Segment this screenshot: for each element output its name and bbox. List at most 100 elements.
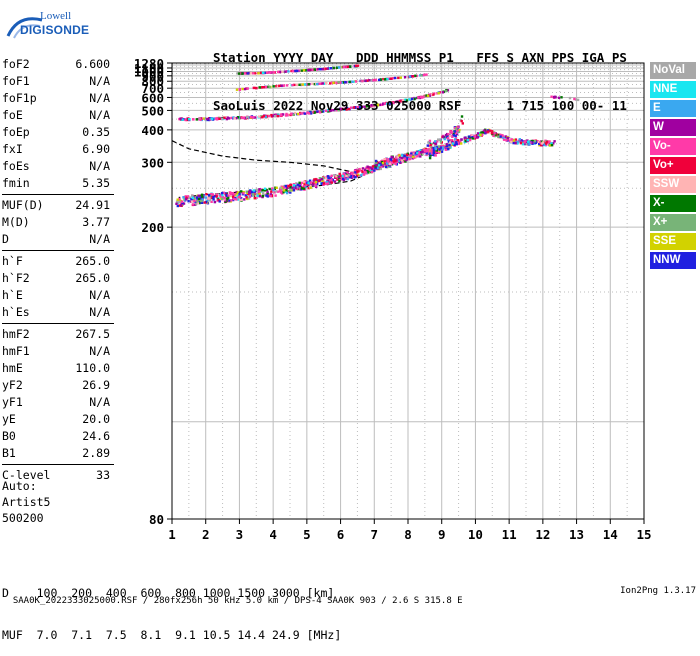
- parameter-value: N/A: [89, 288, 110, 302]
- echo-point: [364, 168, 367, 171]
- x-tick-label: 2: [202, 527, 210, 542]
- echo-point: [411, 157, 415, 160]
- echo-point: [403, 76, 407, 79]
- echo-point: [262, 115, 266, 118]
- parameter-row: foF2 6.600: [2, 56, 114, 73]
- echo-point: [480, 131, 483, 134]
- parameter-row: hmF2 267.5: [2, 326, 114, 343]
- footer-version: Ion2Png 1.3.17: [620, 586, 696, 596]
- echo-point: [299, 83, 303, 86]
- echo-point: [304, 69, 307, 72]
- echo-point: [196, 200, 199, 203]
- echo-point: [352, 106, 356, 109]
- station-header: Station YYYY DAY DDD HHMMSS P1 FFS S AXN…: [213, 18, 627, 130]
- echo-point: [499, 134, 502, 137]
- echo-point: [361, 170, 364, 174]
- parameter-row: C-level 33: [2, 467, 114, 484]
- parameter-row: hmE 110.0: [2, 360, 114, 377]
- echo-point: [221, 197, 224, 200]
- echo-point: [327, 176, 330, 180]
- echo-point: [444, 148, 448, 151]
- echo-point: [402, 159, 405, 162]
- echo-point: [392, 157, 395, 160]
- echo-point: [197, 194, 200, 197]
- echo-point: [223, 198, 226, 201]
- echo-point: [544, 139, 547, 142]
- echo-point: [340, 174, 343, 178]
- echo-point: [211, 193, 215, 196]
- echo-point: [407, 154, 410, 157]
- parameter-row: B1 2.89: [2, 445, 114, 462]
- echo-point: [532, 140, 535, 143]
- echo-point: [187, 200, 190, 203]
- echo-point: [284, 184, 288, 188]
- echo-point: [441, 146, 444, 149]
- echo-point: [455, 131, 458, 134]
- echo-point: [466, 138, 470, 142]
- echo-point: [178, 197, 181, 201]
- echo-point: [300, 112, 304, 115]
- echo-point: [523, 141, 526, 144]
- echo-point: [302, 69, 306, 72]
- echo-point: [408, 98, 411, 101]
- echo-point: [248, 71, 251, 75]
- echo-point: [329, 181, 332, 184]
- parameter-value: N/A: [89, 344, 110, 358]
- echo-point: [560, 96, 563, 99]
- echo-point: [347, 176, 351, 179]
- y-tick-label: 800: [141, 74, 164, 89]
- echo-point: [376, 166, 380, 170]
- echo-point: [383, 158, 386, 161]
- echo-point: [486, 130, 489, 133]
- echo-point: [455, 141, 458, 144]
- echo-point: [329, 67, 333, 70]
- echo-point: [410, 75, 413, 78]
- echo-point: [325, 109, 328, 112]
- echo-point: [285, 186, 289, 190]
- echo-point: [362, 173, 366, 176]
- parameter-value: 6.90: [82, 142, 110, 156]
- echo-point: [326, 67, 329, 70]
- echo-point: [412, 155, 415, 158]
- echo-point: [301, 83, 304, 86]
- echo-point: [335, 81, 338, 85]
- echo-point: [420, 74, 423, 77]
- echo-point: [287, 70, 290, 73]
- parameter-value: N/A: [89, 74, 110, 88]
- echo-point: [185, 198, 188, 201]
- parameter-row: D N/A: [2, 231, 114, 248]
- echo-point: [554, 95, 557, 98]
- echo-point: [198, 198, 201, 201]
- echo-point: [471, 137, 475, 140]
- echo-point: [446, 135, 449, 139]
- echo-point: [426, 94, 430, 97]
- echo-point: [225, 194, 229, 198]
- echo-point: [408, 157, 411, 161]
- echo-point: [493, 134, 496, 138]
- parameter-value: 265.0: [75, 254, 110, 268]
- echo-point: [341, 81, 344, 84]
- echo-point: [304, 83, 307, 86]
- echo-point: [409, 156, 413, 159]
- parameter-label: fxI: [2, 142, 23, 156]
- parameter-label: C-level: [2, 468, 51, 482]
- y-tick-label: 300: [141, 155, 164, 170]
- echo-point: [262, 86, 265, 89]
- echo-point: [313, 68, 316, 71]
- echo-point: [262, 192, 265, 195]
- echo-point: [310, 68, 314, 71]
- echo-point: [504, 135, 508, 138]
- echo-point: [335, 175, 338, 178]
- echo-point: [371, 167, 374, 171]
- tick-labels: 1 2 3 4 5 6 7 8 9 10 11 12 13 14 158020030040050060070…: [134, 56, 652, 542]
- echo-point: [508, 137, 512, 141]
- echo-point: [405, 99, 409, 102]
- echo-point: [263, 187, 267, 190]
- echo-point: [460, 142, 463, 145]
- echo-point: [347, 174, 351, 177]
- echo-point: [346, 65, 350, 68]
- echo-point: [544, 142, 548, 145]
- parameter-value: 5.35: [82, 176, 110, 190]
- legend-item-noval: NoVal: [650, 62, 696, 79]
- echo-point: [344, 177, 347, 181]
